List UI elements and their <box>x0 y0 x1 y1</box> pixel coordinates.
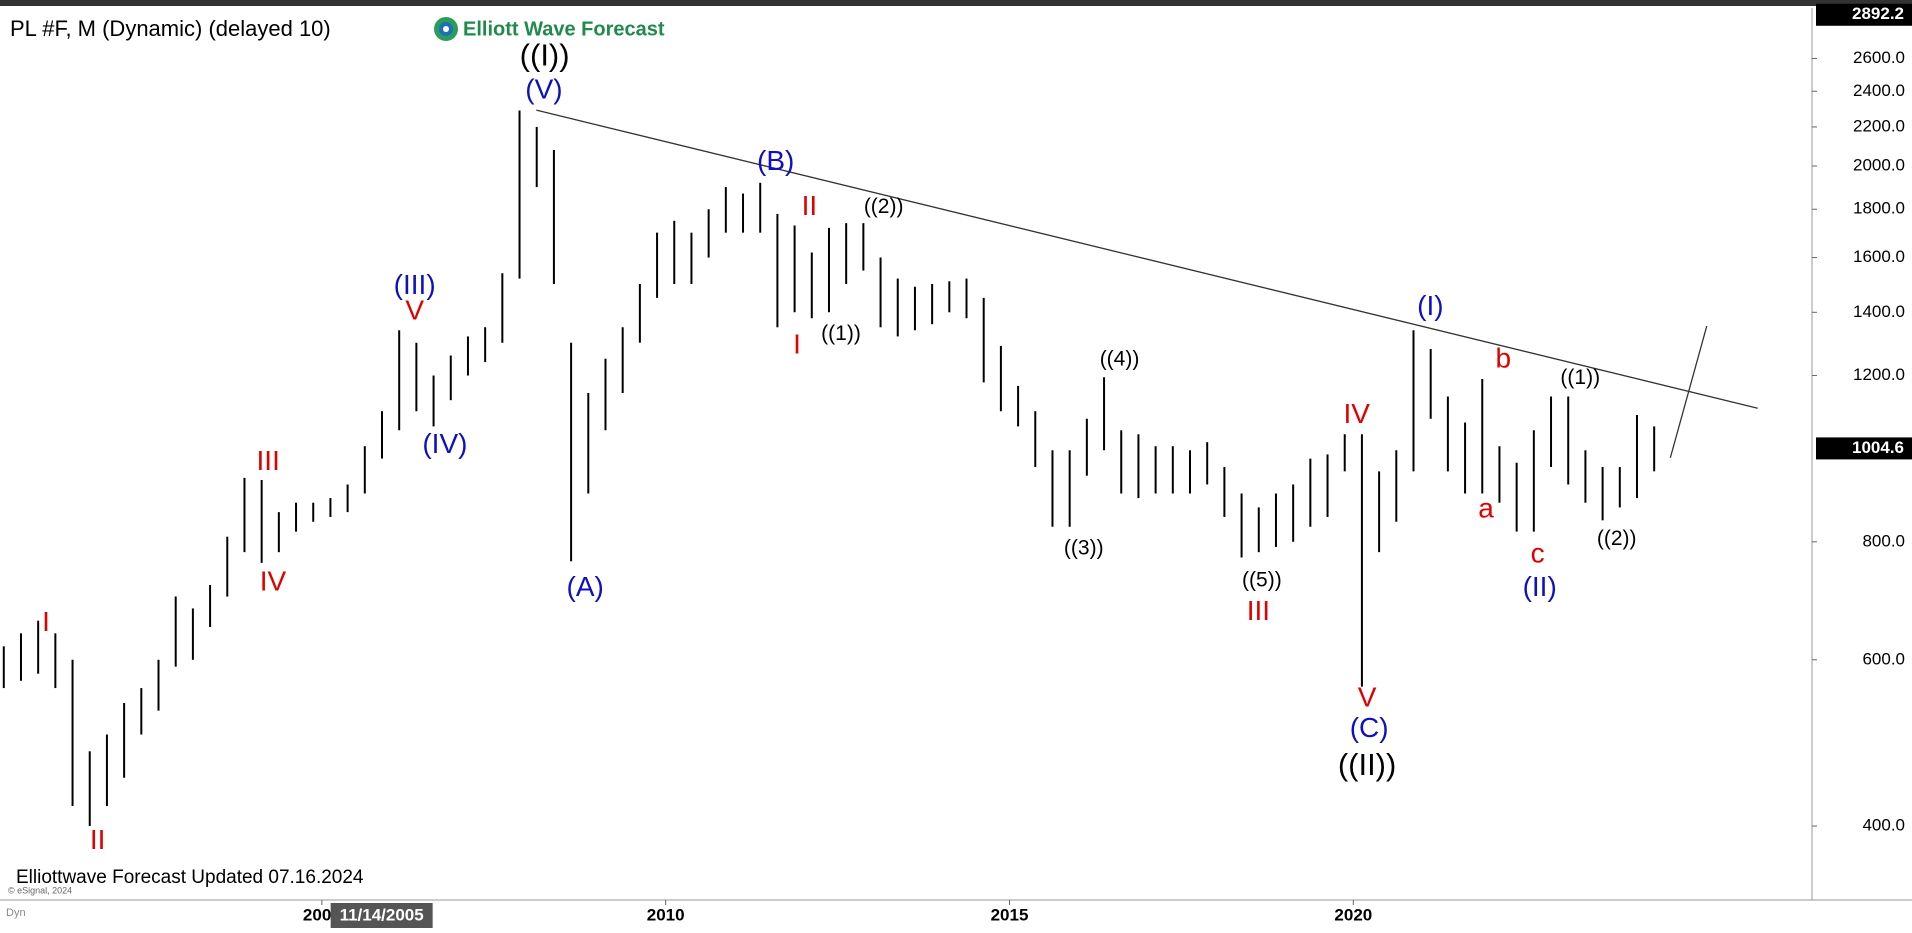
wave-label: ((4)) <box>1100 348 1140 371</box>
wave-label: (A) <box>567 571 604 602</box>
y-tick-label: 2400.0 <box>1853 81 1905 100</box>
y-tick-label: 600.0 <box>1862 649 1905 668</box>
x-tick-label: 2010 <box>647 905 685 924</box>
y-tick-label: 400.0 <box>1862 816 1905 835</box>
wave-label: (I) <box>1417 290 1443 321</box>
trendline <box>536 109 1758 409</box>
cursor-box <box>330 903 433 928</box>
wave-label: ((I)) <box>520 37 570 72</box>
x-tick-label: 2020 <box>1334 905 1372 924</box>
wave-label: (C) <box>1350 712 1389 743</box>
y-tick-label: 1200.0 <box>1853 365 1905 384</box>
wave-label: ((2)) <box>864 195 904 218</box>
price-tag <box>1816 3 1912 26</box>
mode: Dyn <box>6 907 26 919</box>
wave-label: II <box>90 824 106 855</box>
price-tag-label: 1004.6 <box>1852 438 1904 457</box>
wave-label: (V) <box>525 74 562 105</box>
wave-label: ((2)) <box>1597 527 1637 550</box>
y-tick-label: 2200.0 <box>1853 116 1905 135</box>
y-tick-label: 1400.0 <box>1853 302 1905 321</box>
wave-label: IV <box>1344 398 1371 429</box>
wave-label: I <box>42 606 50 637</box>
y-tick-label: 2600.0 <box>1853 48 1905 67</box>
y-tick-label: 2000.0 <box>1853 156 1905 175</box>
wave-label: V <box>1358 682 1377 713</box>
footer: Elliottwave Forecast Updated 07.16.2024 <box>16 867 364 888</box>
price-tag <box>1816 437 1912 460</box>
price-tag-label: 2892.2 <box>1852 4 1904 23</box>
y-tick-label: 1800.0 <box>1853 199 1905 218</box>
wave-label: V <box>405 295 424 326</box>
cursor-label: 11/14/2005 <box>340 905 424 924</box>
wave-label: b <box>1495 342 1511 373</box>
y-tick-label: 800.0 <box>1862 531 1905 550</box>
wave-label: (II) <box>1523 571 1557 602</box>
wave-label: ((1)) <box>1560 366 1600 389</box>
wave-label: III <box>257 445 280 476</box>
y-tick-label: 1600.0 <box>1853 247 1905 266</box>
wave-label: I <box>793 329 801 360</box>
copyright: © eSignal, 2024 <box>8 885 72 895</box>
logo-icon-center <box>443 26 449 32</box>
wave-label: (IV) <box>422 428 467 459</box>
x-tick-label: 2015 <box>991 905 1029 924</box>
wave-label: ((5)) <box>1242 569 1282 592</box>
wave-label: c <box>1531 538 1545 569</box>
wave-label: (III) <box>394 269 436 300</box>
wave-label: a <box>1478 493 1494 524</box>
logo <box>434 17 458 41</box>
chart-title: PL #F, M (Dynamic) (delayed 10) <box>10 16 331 41</box>
projection <box>1669 325 1708 458</box>
wave-label: ((3)) <box>1064 537 1104 560</box>
wave-label: ((1)) <box>821 322 861 345</box>
wave-label: IV <box>260 566 287 597</box>
brand: Elliott Wave Forecast <box>463 18 665 40</box>
wave-label: II <box>802 190 818 221</box>
wave-label: (B) <box>757 145 794 176</box>
wave-label: ((II)) <box>1338 747 1397 782</box>
wave-label: III <box>1247 595 1270 626</box>
top-border <box>0 0 1912 6</box>
